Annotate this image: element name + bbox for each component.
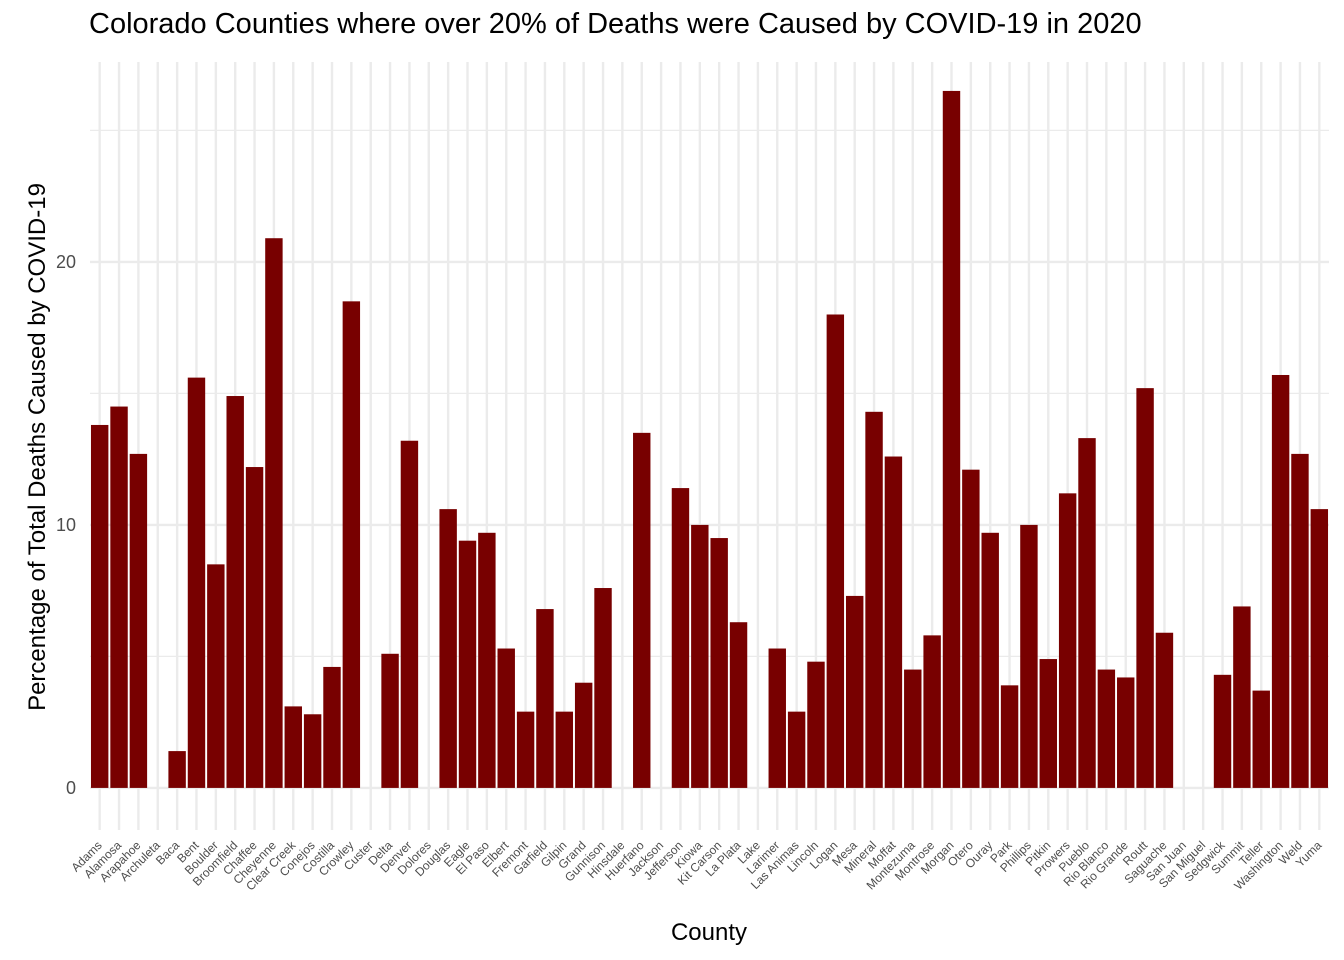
bar — [516, 711, 535, 788]
bar — [574, 682, 593, 788]
bar — [1291, 453, 1309, 788]
bar — [400, 440, 419, 788]
bar — [768, 648, 786, 788]
bar — [1097, 669, 1116, 788]
y-tick-label: 0 — [66, 778, 76, 798]
bar — [245, 467, 264, 788]
y-axis-title: Percentage of Total Deaths Caused by COV… — [24, 183, 51, 711]
bar — [168, 751, 186, 788]
bar — [1271, 374, 1290, 788]
bar — [1020, 524, 1038, 788]
bar — [1039, 659, 1058, 788]
bars — [90, 90, 1329, 788]
bar — [787, 711, 806, 788]
bar — [555, 711, 574, 788]
bar — [1252, 690, 1270, 788]
bar — [1213, 674, 1232, 788]
bar — [458, 540, 477, 788]
bar — [1136, 388, 1154, 788]
bar — [1155, 632, 1174, 788]
y-tick-label: 20 — [56, 252, 76, 272]
y-tick-label: 10 — [56, 515, 76, 535]
bar — [1058, 493, 1077, 788]
bar — [1000, 685, 1019, 788]
bar — [303, 714, 322, 788]
bar — [1078, 438, 1096, 788]
bar — [226, 396, 244, 788]
bar — [904, 669, 922, 788]
bar — [90, 424, 109, 788]
bar — [207, 564, 225, 788]
bar — [826, 314, 845, 788]
bar — [807, 661, 825, 788]
bar — [884, 456, 903, 788]
bar — [923, 635, 941, 788]
bar — [691, 524, 709, 788]
bar — [1117, 677, 1135, 788]
x-axis-title: County — [671, 919, 747, 946]
bar — [129, 453, 148, 788]
x-axis-ticks: AdamsAlamosaArapahoeArchuletaBacaBentBou… — [68, 838, 1324, 894]
bar — [265, 238, 283, 788]
bar — [942, 90, 961, 788]
bar — [110, 406, 128, 788]
bar — [671, 488, 690, 788]
bar — [845, 595, 864, 788]
bar — [187, 377, 206, 788]
bar — [536, 609, 554, 788]
bar — [439, 509, 457, 788]
bar — [729, 622, 748, 788]
y-axis-ticks: 0 10 20 — [56, 252, 76, 798]
bar — [981, 532, 999, 788]
bar — [710, 538, 728, 788]
bar — [633, 432, 651, 788]
bar — [381, 653, 399, 788]
bar — [478, 532, 496, 788]
bar — [1233, 606, 1251, 788]
bar — [962, 469, 980, 788]
bar — [284, 706, 302, 788]
bar — [1310, 509, 1329, 788]
bar — [594, 588, 612, 788]
chart-title: Colorado Counties where over 20% of Deat… — [89, 8, 1142, 40]
bar — [323, 666, 341, 788]
bar — [497, 648, 515, 788]
bar — [342, 301, 361, 788]
bar — [865, 411, 883, 788]
